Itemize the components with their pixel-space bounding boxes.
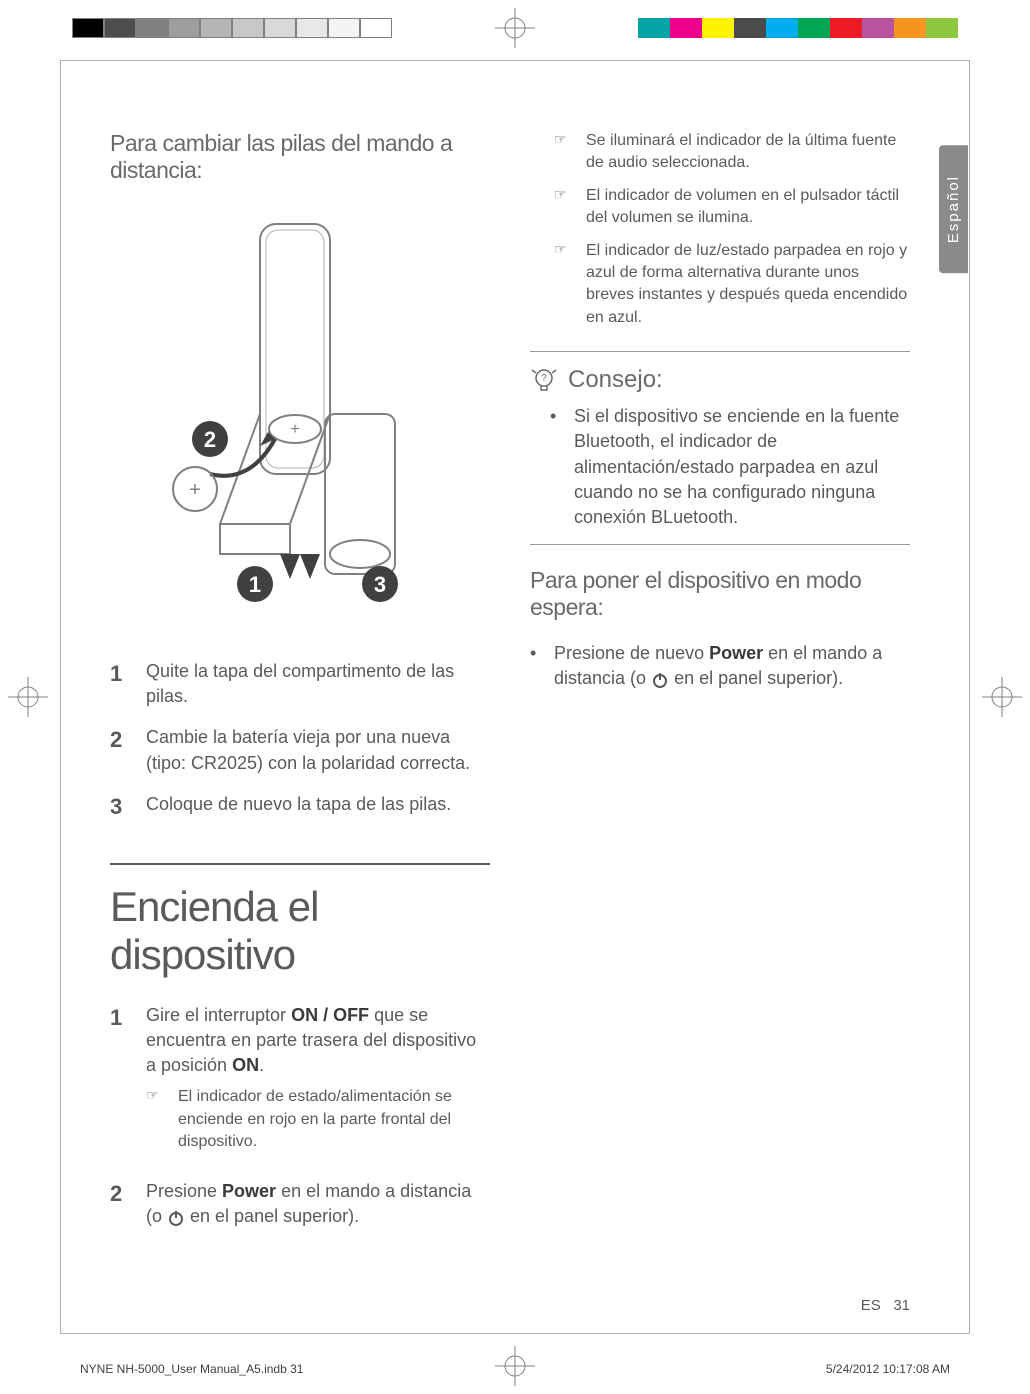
registration-mark-icon (495, 8, 535, 48)
print-file-info: NYNE NH-5000_User Manual_A5.indb 31 (80, 1362, 303, 1376)
battery-steps: 1 Quite la tapa del compartimento de las… (110, 659, 490, 823)
registration-mark-icon (982, 677, 1022, 717)
tip-text: Si el dispositivo se enciende en la fuen… (574, 404, 910, 530)
color-swatch (296, 18, 328, 38)
pointer-icon: ☞ (554, 240, 574, 330)
step-number: 1 (110, 659, 128, 709)
color-swatch (670, 18, 702, 38)
text-part: . (259, 1055, 264, 1075)
color-swatch (360, 18, 392, 38)
color-swatch (328, 18, 360, 38)
color-swatch (104, 18, 136, 38)
standby-text: Presione de nuevo Power en el mando a di… (554, 641, 910, 691)
note-text: Se iluminará el indicador de la última f… (586, 130, 910, 175)
print-timestamp: 5/24/2012 10:17:08 AM (826, 1362, 950, 1376)
color-swatch (168, 18, 200, 38)
note-item: ☞ El indicador de volumen en el pulsador… (554, 185, 910, 230)
text-part: en el panel superior). (185, 1206, 359, 1226)
pointer-icon: ☞ (554, 130, 574, 175)
bold-text: Power (222, 1181, 276, 1201)
step-number: 2 (110, 1179, 128, 1229)
color-bar-grayscale (72, 18, 392, 38)
page-number: 31 (893, 1297, 910, 1314)
pointer-icon: ☞ (554, 185, 574, 230)
color-swatch (264, 18, 296, 38)
note-item: ☞ El indicador de luz/estado parpadea en… (554, 240, 910, 330)
registration-mark-icon (8, 677, 48, 717)
heading-standby: Para poner el dispositivo en modo espera… (530, 567, 910, 621)
bullet-icon: • (530, 641, 540, 691)
left-column: Para cambiar las pilas del mando a dista… (110, 130, 490, 1270)
language-tab: Español (939, 145, 968, 273)
color-swatch (830, 18, 862, 38)
bold-text: ON (232, 1055, 259, 1075)
step-number: 1 (110, 1003, 128, 1164)
page-footer: ES 31 (861, 1297, 910, 1314)
heading-change-batteries: Para cambiar las pilas del mando a dista… (110, 130, 490, 184)
tip-label: Consejo: (568, 366, 663, 394)
step-item: 2 Presione Power en el mando a distancia… (110, 1179, 490, 1229)
turnon-steps: 1 Gire el interruptor ON / OFF que se en… (110, 1003, 490, 1230)
note-item: ☞ Se iluminará el indicador de la última… (554, 130, 910, 175)
standby-bullet: • Presione de nuevo Power en el mando a … (530, 641, 910, 691)
step-text: Cambie la batería vieja por una nueva (t… (146, 725, 490, 775)
power-icon (651, 671, 669, 689)
power-icon (167, 1209, 185, 1227)
svg-text:3: 3 (374, 572, 386, 597)
step-item: 1 Gire el interruptor ON / OFF que se en… (110, 1003, 490, 1164)
step-number: 3 (110, 792, 128, 823)
tip-bullet: • Si el dispositivo se enciende en la fu… (550, 404, 910, 530)
note-text: El indicador de volumen en el pulsador t… (586, 185, 910, 230)
text-part: Gire el interruptor (146, 1005, 291, 1025)
color-swatch (72, 18, 104, 38)
step-item: 1 Quite la tapa del compartimento de las… (110, 659, 490, 709)
step-text: Gire el interruptor ON / OFF que se encu… (146, 1003, 490, 1164)
svg-text:?: ? (541, 373, 547, 384)
color-swatch (766, 18, 798, 38)
step-number: 2 (110, 725, 128, 775)
step-text: Presione Power en el mando a distancia (… (146, 1179, 490, 1229)
color-swatch (862, 18, 894, 38)
page-content: Para cambiar las pilas del mando a dista… (110, 130, 920, 1270)
color-swatch (926, 18, 958, 38)
svg-text:2: 2 (204, 427, 216, 452)
heading-turn-on: Encienda el dispositivo (110, 863, 490, 979)
print-footer: NYNE NH-5000_User Manual_A5.indb 31 5/24… (80, 1362, 950, 1376)
step-item: 3 Coloque de nuevo la tapa de las pilas. (110, 792, 490, 823)
pointer-icon: ☞ (146, 1086, 166, 1153)
step-text: Coloque de nuevo la tapa de las pilas. (146, 792, 490, 823)
color-swatch (136, 18, 168, 38)
note-text: El indicador de estado/alimentación se e… (178, 1086, 490, 1153)
color-swatch (638, 18, 670, 38)
step-item: 2 Cambie la batería vieja por una nueva … (110, 725, 490, 775)
text-part: Presione de nuevo (554, 643, 709, 663)
lightbulb-icon: ? (530, 366, 558, 394)
bold-text: ON / OFF (291, 1005, 369, 1025)
color-swatch (734, 18, 766, 38)
bold-text: Power (709, 643, 763, 663)
color-swatch (894, 18, 926, 38)
right-column: ☞ Se iluminará el indicador de la última… (530, 130, 910, 1270)
color-swatch (798, 18, 830, 38)
color-swatch (200, 18, 232, 38)
lang-code: ES (861, 1297, 881, 1314)
bullet-icon: • (550, 404, 560, 530)
remote-battery-figure: + + 2 1 3 (150, 214, 430, 619)
svg-text:1: 1 (249, 572, 261, 597)
note-item: ☞ El indicador de estado/alimentación se… (146, 1086, 490, 1153)
printer-marks-top (0, 0, 1030, 58)
text-part: Presione (146, 1181, 222, 1201)
text-part: en el panel superior). (669, 668, 843, 688)
svg-text:+: + (189, 479, 201, 501)
tip-heading: ? Consejo: (530, 366, 910, 394)
note-text: El indicador de luz/estado parpadea en r… (586, 240, 910, 330)
step-text: Quite la tapa del compartimento de las p… (146, 659, 490, 709)
color-swatch (702, 18, 734, 38)
color-bar-color (638, 18, 958, 38)
svg-text:+: + (290, 421, 299, 438)
color-swatch (232, 18, 264, 38)
